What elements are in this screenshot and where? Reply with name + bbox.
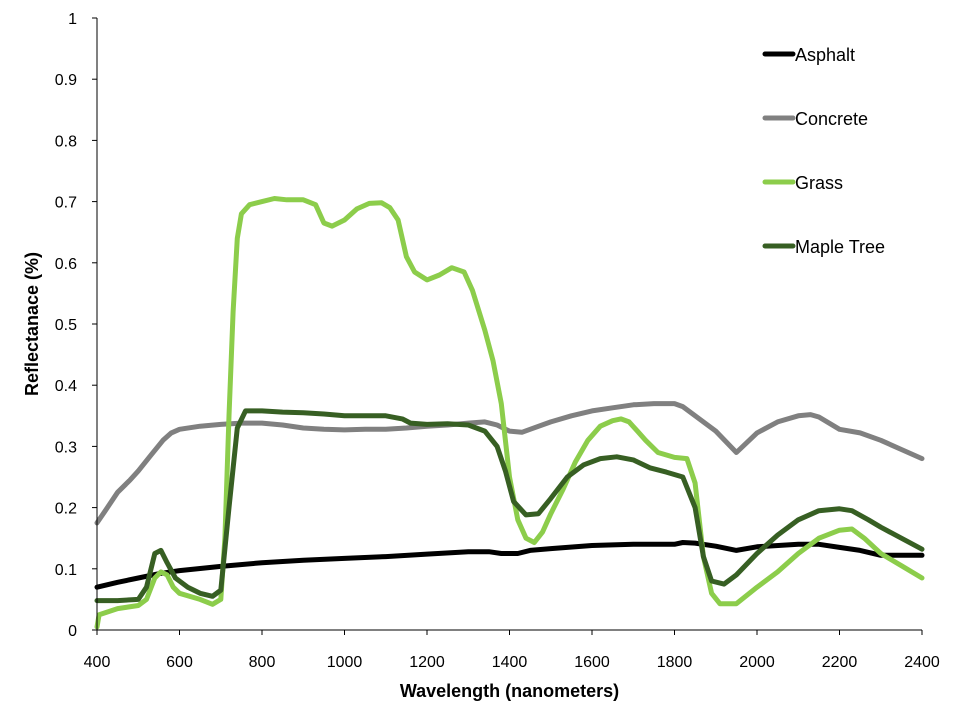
x-tick-label: 1600 bbox=[574, 654, 610, 671]
legend-label-concrete: Concrete bbox=[795, 109, 868, 129]
y-tick-label: 0.6 bbox=[55, 256, 77, 273]
legend: Asphalt Concrete Grass Maple Tree bbox=[762, 45, 885, 257]
x-tick-label: 2200 bbox=[822, 654, 858, 671]
x-tick-label: 600 bbox=[166, 654, 193, 671]
legend-label-grass: Grass bbox=[795, 173, 843, 193]
x-tick-label: 1200 bbox=[409, 654, 445, 671]
legend-label-asphalt: Asphalt bbox=[795, 45, 855, 65]
y-tick-label: 0.9 bbox=[55, 72, 77, 89]
x-tick-label: 1000 bbox=[327, 654, 363, 671]
x-tick-label: 1400 bbox=[492, 654, 528, 671]
x-tick-label: 2400 bbox=[904, 654, 940, 671]
y-tick-label: 0.7 bbox=[55, 195, 77, 212]
y-tick-label: 0.2 bbox=[55, 501, 77, 518]
x-tick-label: 1800 bbox=[657, 654, 693, 671]
x-tick-label: 2000 bbox=[739, 654, 775, 671]
legend-label-maple-tree: Maple Tree bbox=[795, 237, 885, 257]
y-tick-label: 0 bbox=[68, 623, 77, 640]
series-line-concrete bbox=[94, 401, 925, 526]
y-axis-title: Reflectanace (%) bbox=[22, 252, 42, 396]
series-line-asphalt bbox=[94, 540, 925, 590]
y-tick-label: 0.3 bbox=[55, 439, 77, 456]
x-tick-label: 400 bbox=[84, 654, 111, 671]
x-tick-label: 800 bbox=[249, 654, 276, 671]
y-tick-label: 0.8 bbox=[55, 133, 77, 150]
y-tick-label: 1 bbox=[68, 11, 77, 28]
series-line-maple-tree bbox=[94, 408, 925, 604]
y-tick-label: 0.1 bbox=[55, 562, 77, 579]
y-axis-ticks: 0 0.1 0.2 0.3 0.4 0.5 0.6 0.7 0.8 0.9 1 bbox=[55, 11, 97, 640]
y-tick-label: 0.5 bbox=[55, 317, 77, 334]
y-tick-label: 0.4 bbox=[55, 378, 77, 395]
x-axis-title: Wavelength (nanometers) bbox=[400, 681, 619, 701]
x-axis-ticks: 400 600 800 1000 1200 1400 1600 1800 2000 2200 240… bbox=[84, 630, 940, 671]
series-line-grass bbox=[94, 196, 925, 630]
series-lines bbox=[94, 196, 925, 630]
